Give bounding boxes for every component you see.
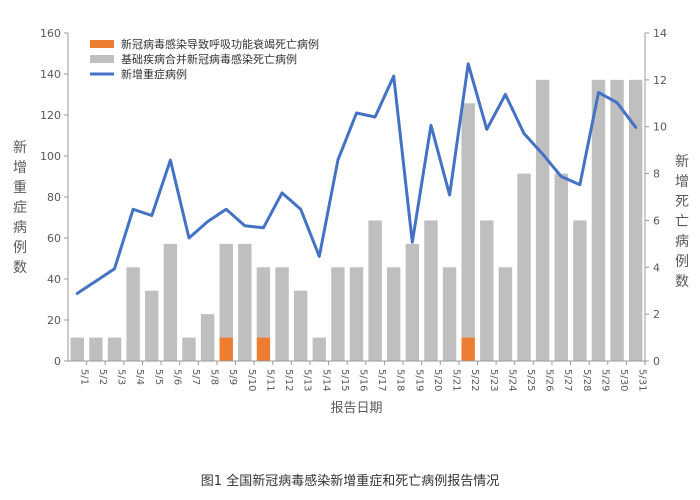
right-tick-label: 2 [653, 308, 660, 321]
x-tick-label: 5/5 [153, 369, 164, 385]
bar-underlying-5-11 [256, 267, 271, 338]
bar-underlying-5-25 [517, 173, 531, 361]
left-tick-label: 0 [54, 355, 61, 368]
x-tick-label: 5/10 [246, 369, 257, 391]
left-tick-label: 80 [47, 191, 61, 204]
x-tick-label: 5/27 [562, 369, 573, 391]
left-tick-label: 20 [47, 314, 61, 327]
bar-underlying-5-15 [331, 267, 345, 361]
x-tick-label: 5/20 [432, 369, 443, 391]
x-tick-label: 5/22 [469, 369, 480, 391]
bar-underlying-5-28 [573, 220, 587, 361]
bar-respiratory-5-9 [219, 337, 233, 361]
x-tick-label: 5/8 [209, 369, 220, 385]
x-tick-label: 5/31 [637, 369, 648, 391]
bar-underlying-5-3 [107, 337, 122, 361]
x-tick-label: 5/19 [413, 369, 424, 391]
severe-cases-line [75, 62, 638, 295]
x-tick-label: 5/24 [506, 369, 517, 391]
right-tick-label: 0 [653, 355, 660, 368]
right-tick-label: 4 [653, 261, 660, 274]
x-tick-label: 5/17 [376, 369, 387, 391]
bar-underlying-5-8 [200, 314, 215, 361]
right-axis-title: 新增死亡病例数 [675, 154, 689, 290]
x-tick-label: 5/28 [581, 369, 592, 391]
bar-underlying-5-23 [480, 220, 494, 361]
bar-underlying-5-29 [591, 79, 606, 361]
left-tick-label: 40 [47, 273, 61, 286]
right-tick-label: 12 [653, 74, 667, 87]
bar-underlying-5-20 [424, 220, 438, 361]
bar-underlying-5-27 [554, 173, 568, 361]
legend-label-respiratory: 新冠病毒感染导致呼吸功能衰竭死亡病例 [121, 37, 319, 51]
left-tick-label: 100 [40, 150, 61, 163]
bar-underlying-5-26 [535, 79, 550, 361]
left-axis-title: 新增重症病例数 [13, 140, 27, 276]
bar-underlying-5-13 [293, 290, 308, 361]
x-tick-label: 5/3 [116, 369, 127, 385]
bar-underlying-5-24 [498, 267, 513, 361]
x-tick-label: 5/1 [78, 369, 89, 385]
bar-underlying-5-9 [219, 243, 233, 338]
x-tick-label: 5/4 [134, 369, 145, 385]
bar-underlying-5-17 [368, 220, 382, 361]
bar-respiratory-5-22 [461, 337, 475, 361]
left-tick-label: 60 [47, 232, 61, 245]
bar-underlying-5-30 [610, 79, 624, 361]
legend-label-severe: 新增重症病例 [121, 67, 187, 81]
x-tick-label: 5/2 [97, 369, 108, 385]
x-tick-label: 5/9 [227, 369, 238, 385]
bar-respiratory-5-11 [256, 337, 271, 361]
bar-underlying-5-5 [145, 290, 159, 361]
left-tick-label: 140 [40, 68, 61, 81]
bar-underlying-5-1 [70, 337, 85, 361]
right-tick-label: 10 [653, 121, 667, 134]
bar-underlying-5-19 [405, 243, 420, 361]
x-tick-label: 5/30 [618, 369, 629, 391]
bar-underlying-5-4 [126, 267, 140, 361]
x-tick-label: 5/14 [320, 369, 331, 391]
bar-underlying-5-22 [461, 103, 475, 338]
x-tick-label: 5/29 [599, 369, 610, 391]
x-tick-label: 5/6 [171, 369, 182, 385]
x-tick-label: 5/15 [339, 369, 350, 391]
x-tick-label: 5/13 [302, 369, 313, 391]
x-tick-label: 5/16 [358, 369, 369, 391]
bar-underlying-5-12 [275, 267, 289, 361]
bar-underlying-5-6 [163, 243, 178, 361]
x-tick-label: 5/11 [264, 369, 275, 391]
right-tick-label: 14 [653, 27, 667, 40]
left-tick-label: 120 [40, 109, 61, 122]
bar-underlying-5-18 [387, 267, 401, 361]
x-tick-label: 5/23 [488, 369, 499, 391]
left-tick-label: 160 [40, 27, 61, 40]
bar-underlying-5-2 [89, 337, 103, 361]
x-tick-label: 5/12 [283, 369, 294, 391]
bar-underlying-5-10 [238, 243, 252, 361]
x-tick-label: 5/7 [190, 369, 201, 385]
x-axis-title: 报告日期 [330, 401, 382, 416]
legend-swatch-respiratory [90, 40, 114, 48]
right-tick-label: 6 [653, 214, 660, 227]
bar-underlying-5-21 [442, 267, 457, 361]
x-tick-label: 5/18 [395, 369, 406, 391]
x-tick-label: 5/21 [451, 369, 462, 391]
x-tick-label: 5/26 [544, 369, 555, 391]
bar-underlying-5-14 [312, 337, 326, 361]
bar-underlying-5-7 [182, 337, 196, 361]
legend-label-underlying: 基础疾病合并新冠病毒感染死亡病例 [121, 52, 297, 66]
right-tick-label: 8 [653, 168, 660, 181]
legend-swatch-underlying [90, 55, 114, 63]
bar-underlying-5-31 [628, 79, 643, 361]
bar-underlying-5-16 [349, 267, 364, 361]
combo-chart: 0 20 40 60 80 100 120 140 160 0 2 4 6 8 10 12 14 5/1 5/2 5/… [13, 27, 689, 416]
figure-caption: 图1 全国新冠病毒感染新增重症和死亡病例报告情况 [200, 474, 500, 489]
x-tick-label: 5/25 [525, 369, 536, 391]
